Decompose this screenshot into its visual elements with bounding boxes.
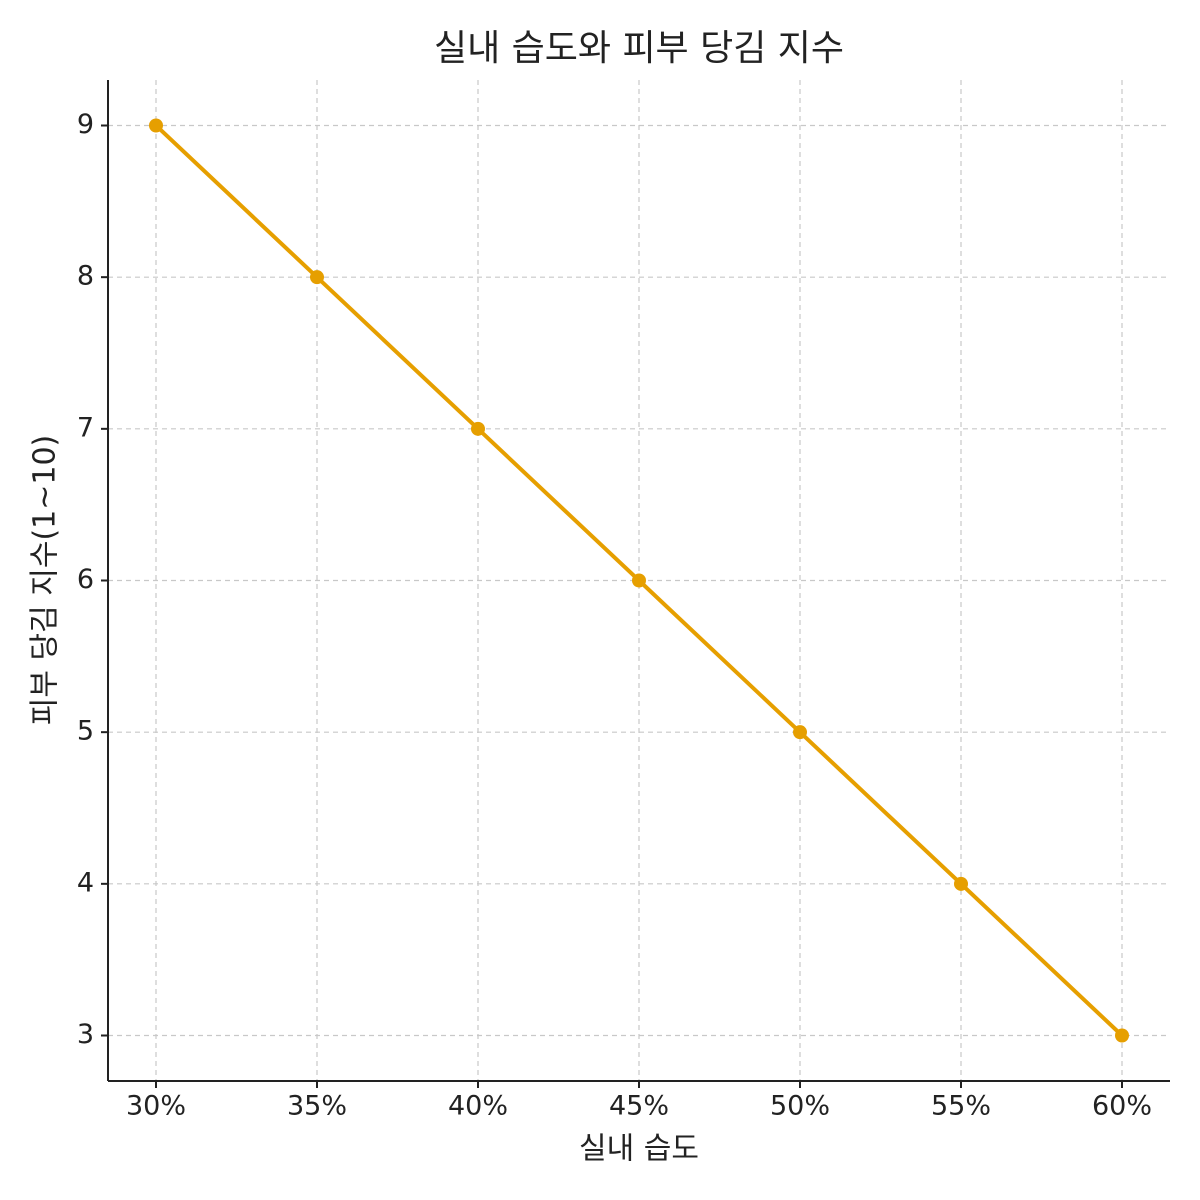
x-tick-label: 60%: [1092, 1091, 1152, 1122]
point: [1115, 1028, 1129, 1043]
y-tick-label: 8: [77, 261, 94, 292]
point: [632, 573, 646, 588]
point: [310, 270, 324, 285]
y-tick-label: 9: [77, 109, 94, 140]
x-tick-label: 45%: [609, 1091, 669, 1122]
point: [954, 876, 968, 891]
x-tick-label: 35%: [287, 1091, 347, 1122]
point: [149, 118, 163, 133]
x-tick-label: 40%: [448, 1091, 508, 1122]
y-tick-label: 3: [77, 1019, 94, 1050]
point: [793, 725, 807, 740]
y-tick-label: 4: [77, 867, 94, 898]
y-tick-label: 7: [77, 412, 94, 443]
y-tick-label: 6: [77, 564, 94, 595]
x-tick-label: 55%: [931, 1091, 991, 1122]
y-tick-label: 5: [77, 716, 94, 747]
point: [471, 421, 485, 436]
x-tick-label: 30%: [126, 1091, 186, 1122]
x-tick-label: 50%: [770, 1091, 830, 1122]
y-axis-label: 피부 당김 지수(1~10): [28, 435, 63, 725]
chart-title: 실내 습도와 피부 당김 지수: [434, 28, 844, 69]
x-axis-label: 실내 습도: [579, 1132, 699, 1167]
